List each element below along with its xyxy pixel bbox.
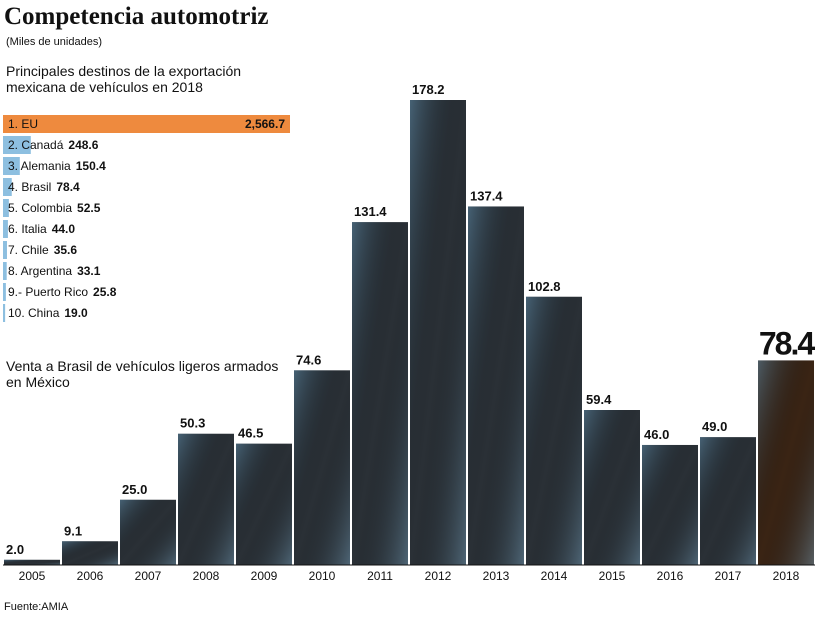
value-label: 25.8 — [93, 285, 117, 299]
bar-texture — [120, 499, 176, 565]
bar — [3, 157, 20, 175]
bar-texture — [410, 100, 466, 565]
value-label: 2.0 — [6, 542, 24, 557]
value-label: 46.5 — [238, 426, 263, 441]
x-tick-label: 2005 — [19, 569, 46, 583]
bar-texture — [584, 410, 640, 565]
value-label: 137.4 — [470, 188, 503, 203]
value-label: 178.2 — [412, 82, 445, 97]
x-tick-label: 2017 — [715, 569, 742, 583]
x-tick-label: 2006 — [77, 569, 104, 583]
category-label: 6. Italia — [8, 222, 47, 236]
chart-title: Principales destinos de la exportación me… — [6, 63, 241, 95]
bar — [3, 304, 6, 322]
value-label: 2,566.7 — [245, 117, 285, 131]
title-line: mexicana de vehículos en 2018 — [6, 79, 203, 95]
title-line: Principales destinos de la exportación — [6, 63, 241, 79]
x-tick-label: 2016 — [657, 569, 684, 583]
value-label: 248.6 — [68, 138, 98, 152]
category-label: 7. Chile — [8, 243, 49, 257]
value-label: 44.0 — [52, 222, 76, 236]
bar-texture — [700, 437, 756, 565]
category-label: 4. Brasil — [8, 180, 51, 194]
category-label: 5. Colombia — [8, 201, 72, 215]
category-label: 1. EU — [8, 117, 38, 131]
x-tick-label: 2012 — [425, 569, 452, 583]
x-tick-label: 2011 — [367, 569, 393, 583]
bar-texture — [352, 222, 408, 565]
bar — [3, 241, 7, 259]
x-tick-label: 2009 — [251, 569, 278, 583]
x-tick-label: 2015 — [599, 569, 626, 583]
bar-texture — [294, 370, 350, 565]
category-label: 3. Alemania — [8, 159, 71, 173]
category-label: 9.- Puerto Rico — [8, 285, 88, 299]
value-label: 78.4 — [759, 325, 815, 361]
category-label: 10. China — [8, 306, 60, 320]
value-label: 50.3 — [180, 416, 205, 431]
bar-texture — [236, 443, 292, 565]
x-tick-label: 2007 — [135, 569, 162, 583]
x-tick-label: 2018 — [773, 569, 800, 583]
category-label: 8. Argentina — [8, 264, 72, 278]
x-tick-label: 2010 — [309, 569, 336, 583]
bar — [3, 199, 9, 217]
value-label: 150.4 — [76, 159, 106, 173]
value-label: 78.4 — [56, 180, 80, 194]
bar — [3, 115, 290, 133]
value-label: 49.0 — [702, 419, 727, 434]
chart-title: Venta a Brasil de vehículos ligeros arma… — [6, 358, 278, 390]
value-label: 19.0 — [64, 306, 88, 320]
title-line: en México — [6, 374, 70, 390]
bar-texture — [62, 541, 118, 565]
source: Fuente:AMIA — [4, 601, 69, 613]
value-label: 102.8 — [528, 279, 561, 294]
title-line: Venta a Brasil de vehículos ligeros arma… — [6, 358, 278, 374]
bar — [3, 178, 12, 196]
bar-texture — [178, 433, 234, 565]
bar-texture — [4, 559, 60, 565]
value-label: 131.4 — [354, 204, 387, 219]
bar-texture — [642, 444, 698, 565]
subtitle: (Miles de unidades) — [6, 36, 102, 48]
value-label: 33.1 — [77, 264, 101, 278]
category-label: 2. Canadá — [8, 138, 64, 152]
bar — [3, 283, 6, 301]
bar-texture — [468, 206, 524, 565]
value-label: 46.0 — [644, 427, 669, 442]
value-label: 25.0 — [122, 482, 147, 497]
bar — [3, 262, 7, 280]
bar-texture — [526, 296, 582, 565]
bar — [3, 136, 31, 154]
value-label: 59.4 — [586, 392, 612, 407]
value-label: 74.6 — [296, 352, 321, 367]
x-tick-label: 2008 — [193, 569, 220, 583]
value-label: 9.1 — [64, 523, 82, 538]
page-title: Competencia automotriz — [4, 3, 269, 30]
bar-texture — [758, 360, 814, 565]
bar — [3, 220, 8, 238]
x-tick-label: 2014 — [541, 569, 568, 583]
value-label: 35.6 — [54, 243, 78, 257]
x-tick-label: 2013 — [483, 569, 510, 583]
value-label: 52.5 — [77, 201, 101, 215]
